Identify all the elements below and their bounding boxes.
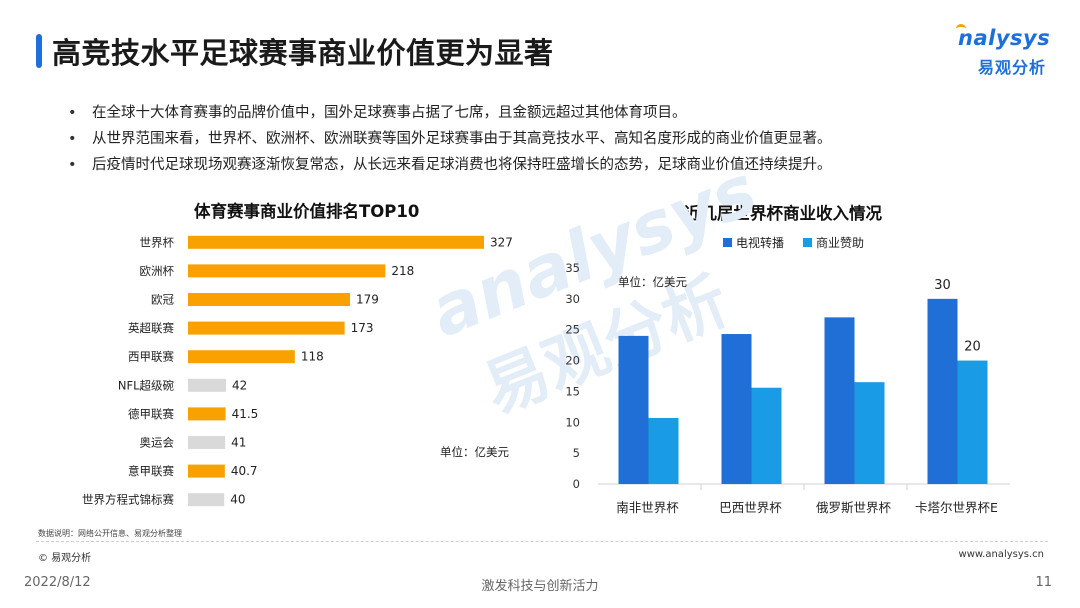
value-label: 179 (356, 293, 379, 307)
category-label: 世界方程式锦标赛 (82, 493, 174, 507)
category-label: 意甲联赛 (128, 464, 174, 478)
category-label: NFL超级碗 (118, 378, 175, 392)
page-number: 11 (1035, 575, 1052, 590)
legend-swatch (803, 238, 812, 247)
ranking-bar (188, 378, 227, 392)
value-label: 40.7 (231, 464, 258, 478)
ranking-bar (188, 293, 351, 306)
bullet-item: 在全球十大体育赛事的品牌价值中，国外足球赛事占据了七席，且金额远超过其他体育项目… (68, 100, 1048, 126)
value-label: 40 (230, 493, 245, 507)
data-label: 30 (934, 278, 951, 293)
logo-swoosh-icon (956, 24, 966, 33)
y-tick-label: 20 (565, 354, 580, 368)
ranking-bar (188, 464, 225, 478)
y-tick-label: 30 (565, 292, 580, 306)
series-bar (957, 360, 988, 484)
ranking-bar (188, 436, 226, 449)
category-label: 奥运会 (140, 436, 175, 450)
ranking-bar (188, 321, 345, 335)
series-bar (721, 334, 752, 484)
category-label: 欧冠 (151, 293, 174, 307)
bullet-list: 在全球十大体育赛事的品牌价值中，国外足球赛事占据了七席，且金额远超过其他体育项目… (68, 100, 1048, 178)
x-category-label: 俄罗斯世界杯 (816, 500, 892, 515)
footer-slogan: 激发科技与创新活力 (481, 579, 599, 594)
series-bar (751, 387, 782, 484)
legend-label: 商业赞助 (816, 235, 864, 250)
series-bar (854, 382, 885, 484)
footer-divider (36, 541, 1048, 542)
category-label: 世界杯 (140, 235, 175, 249)
logo-text-en: nalysys (958, 26, 1051, 50)
ranking-bar (188, 235, 484, 249)
series-bar (824, 317, 855, 484)
y-tick-label: 5 (573, 446, 580, 460)
value-label: 173 (351, 321, 374, 335)
y-tick-label: 25 (565, 323, 580, 337)
y-tick-label: 35 (565, 261, 580, 275)
y-tick-label: 15 (565, 384, 580, 398)
data-source-note: 数据说明：网络公开信息、易观分析整理 (38, 529, 182, 538)
brand-logo: nalysys 易观分析 (956, 22, 1068, 82)
legend-label: 电视转播 (736, 235, 784, 250)
data-label: 20 (964, 340, 981, 355)
ranking-chart: 世界杯 327 欧洲杯 218 欧冠 179 英超联赛 173 西甲联赛 118 NFL超级碗 42 德… (82, 235, 513, 507)
y-tick-label: 0 (573, 477, 580, 491)
series-bar (618, 335, 649, 484)
copyright: © 易观分析 (38, 553, 92, 564)
value-label: 218 (391, 264, 414, 278)
worldcup-chart-title: 近几届世界杯商业收入情况 (684, 204, 882, 223)
bullet-item: 从世界范围来看，世界杯、欧洲杯、欧洲联赛等国外足球赛事由于其高竞技水平、高知名度… (68, 126, 1048, 152)
category-label: 德甲联赛 (128, 407, 174, 421)
category-label: 英超联赛 (128, 321, 174, 335)
unit-label: 单位：亿美元 (440, 445, 509, 459)
series-bar (927, 298, 958, 484)
value-label: 41 (231, 436, 246, 450)
x-category-label: 南非世界杯 (616, 500, 679, 515)
value-label: 41.5 (232, 407, 259, 421)
title-accent-bar (36, 34, 42, 68)
value-label: 42 (232, 378, 247, 392)
ranking-bar (188, 350, 295, 364)
x-category-label: 巴西世界杯 (719, 500, 782, 515)
website-link[interactable]: www.analysys.cn (958, 549, 1044, 560)
x-category-label: 卡塔尔世界杯E (915, 500, 998, 515)
value-label: 327 (490, 235, 513, 249)
series-bar (648, 417, 679, 484)
ranking-chart-title: 体育赛事商业价值排名TOP10 (194, 202, 420, 221)
legend-swatch (723, 238, 732, 247)
ranking-bar (188, 264, 386, 278)
category-label: 西甲联赛 (128, 350, 174, 364)
bullet-item: 后疫情时代足球现场观赛逐渐恢复常态，从长远来看足球消费也将保持旺盛增长的态势，足… (68, 152, 1048, 178)
ranking-bar (188, 407, 226, 421)
logo-text-cn: 易观分析 (978, 58, 1047, 77)
value-label: 118 (301, 350, 324, 364)
y-tick-label: 10 (565, 415, 580, 429)
category-label: 欧洲杯 (140, 264, 175, 278)
ranking-bar (188, 493, 225, 507)
page-title: 高竞技水平足球赛事商业价值更为显著 (52, 36, 554, 70)
unit-label: 单位：亿美元 (618, 275, 687, 289)
footer-date: 2022/8/12 (24, 575, 91, 590)
